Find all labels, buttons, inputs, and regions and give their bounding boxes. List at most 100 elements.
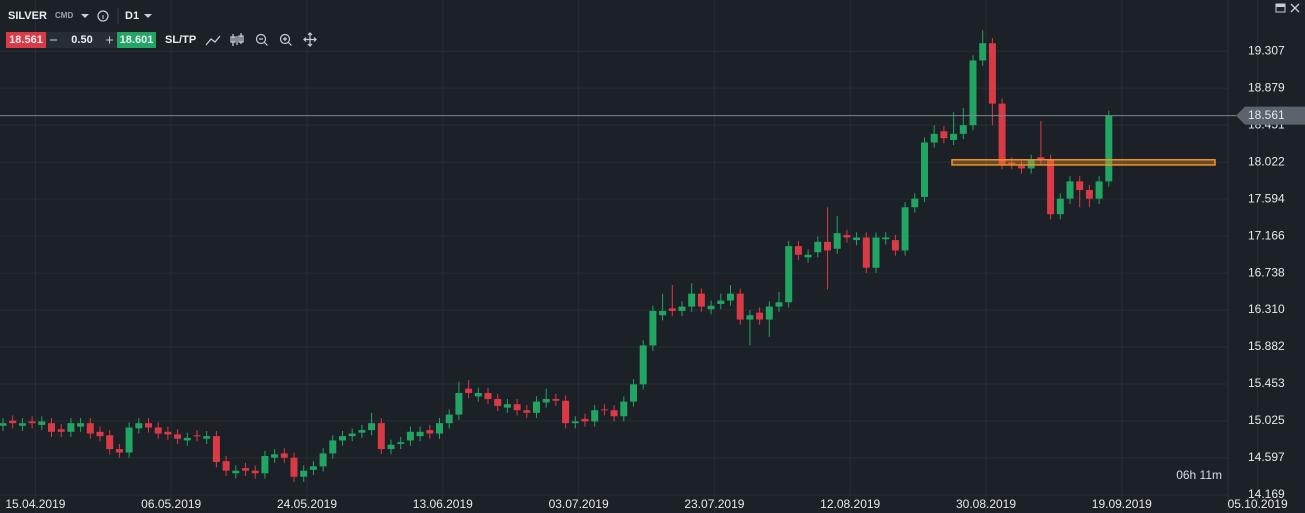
market: CMD: [55, 11, 73, 20]
close-icon[interactable]: [1290, 3, 1300, 13]
x-tick-label: 15.04.2019: [5, 497, 65, 511]
candle-body: [164, 431, 172, 435]
y-tick-label: 16.310: [1248, 302, 1285, 316]
maximize-bar: [1276, 4, 1285, 7]
candle-body: [930, 133, 938, 143]
candle-body: [368, 423, 376, 431]
pan-icon[interactable]: [303, 32, 317, 47]
candle-body: [455, 392, 463, 415]
candle-body: [630, 384, 637, 402]
candle-body: [620, 401, 628, 417]
candle-body: [843, 234, 851, 238]
y-tick-label: 18.879: [1248, 80, 1285, 94]
candle-body: [872, 237, 880, 268]
candle-icon[interactable]: [230, 33, 244, 46]
candle-body: [145, 423, 152, 428]
candle-body: [1037, 157, 1045, 160]
candle-body: [707, 305, 715, 310]
candle-body: [804, 254, 812, 258]
sltp-button[interactable]: SL/TP: [165, 34, 196, 46]
buy-button[interactable]: [117, 32, 156, 48]
candle-body: [319, 453, 327, 467]
candle-body: [290, 457, 298, 477]
bid-price[interactable]: 18.561: [9, 34, 43, 46]
candle-body: [600, 409, 608, 411]
candle-body: [416, 431, 424, 437]
x-tick-label: 24.05.2019: [277, 497, 337, 511]
dropdown-caret[interactable]: [144, 14, 152, 18]
candle-body: [756, 312, 764, 320]
sell-button[interactable]: [6, 32, 46, 48]
info-icon[interactable]: [97, 10, 109, 22]
candle-body: [824, 241, 831, 251]
candle-body: [300, 470, 308, 477]
current-price-label: 18.561: [1248, 108, 1285, 122]
candle-body: [115, 449, 123, 453]
zoom-out-icon[interactable]: [255, 33, 267, 45]
y-tick-label: 14.169: [1248, 487, 1285, 501]
candle-body: [503, 404, 511, 408]
candle-body: [436, 423, 443, 434]
x-tick-label: 12.08.2019: [820, 497, 880, 511]
candle-body: [1027, 159, 1035, 169]
candle-body: [950, 133, 958, 140]
candle-body: [882, 237, 890, 240]
candle-body: [911, 198, 919, 208]
toolbar: SILVER CMD D1 18.561 0.50 18.601 SL/TP: [6, 8, 317, 48]
candle-body: [484, 392, 492, 399]
candle-body: [533, 401, 540, 413]
candle-body: [9, 420, 17, 424]
candle-body: [959, 125, 967, 134]
dropdown-caret[interactable]: [81, 14, 89, 18]
candle-body: [48, 423, 55, 432]
ask-price[interactable]: 18.601: [120, 34, 154, 46]
candle-body: [329, 440, 337, 454]
candle-body: [271, 454, 279, 458]
candle-body: [891, 240, 899, 251]
candle-body: [57, 429, 65, 432]
candle-body: [339, 436, 346, 441]
lot-box[interactable]: [46, 32, 117, 48]
candle-body: [581, 418, 589, 422]
zoom-out-glyph: [259, 38, 268, 46]
timeframe[interactable]: D1: [125, 10, 139, 22]
candle-body: [38, 421, 46, 425]
x-tick-label: 30.08.2019: [956, 497, 1016, 511]
candle-body: [1018, 165, 1025, 169]
zoom-in-icon[interactable]: [279, 33, 291, 45]
candle-body: [794, 246, 802, 255]
y-tick-label: 16.738: [1248, 265, 1285, 279]
candle-body: [746, 315, 754, 320]
candle-body: [28, 421, 36, 424]
candle-body: [921, 142, 928, 197]
candle-body: [688, 293, 696, 307]
lot-size[interactable]: 0.50: [71, 34, 92, 46]
y-tick-label: 15.453: [1248, 376, 1285, 390]
candle-body: [998, 103, 1006, 165]
candle-body: [212, 436, 220, 463]
window-controls: [1275, 3, 1300, 13]
candle-body: [571, 421, 579, 424]
x-tick-label: 03.07.2019: [549, 497, 609, 511]
candle-body: [222, 461, 230, 471]
symbol[interactable]: SILVER: [8, 10, 47, 22]
plus-icon[interactable]: [106, 36, 113, 44]
candle-body: [649, 310, 657, 346]
countdown: 06h 11m: [1176, 468, 1222, 482]
candle-body: [154, 427, 162, 434]
candle-body: [86, 423, 94, 434]
candle-body: [465, 388, 473, 393]
candle-body: [96, 431, 104, 437]
y-tick-label: 15.882: [1248, 339, 1285, 353]
candle-body: [659, 310, 667, 316]
candle-body: [397, 442, 405, 444]
candle-body: [494, 399, 502, 406]
candle-body: [348, 433, 356, 437]
line-chart-icon[interactable]: [205, 35, 221, 46]
candle-body: [785, 246, 793, 303]
candle-body: [18, 423, 26, 426]
current-price-tag: [1236, 106, 1305, 125]
candle-body: [474, 392, 482, 397]
